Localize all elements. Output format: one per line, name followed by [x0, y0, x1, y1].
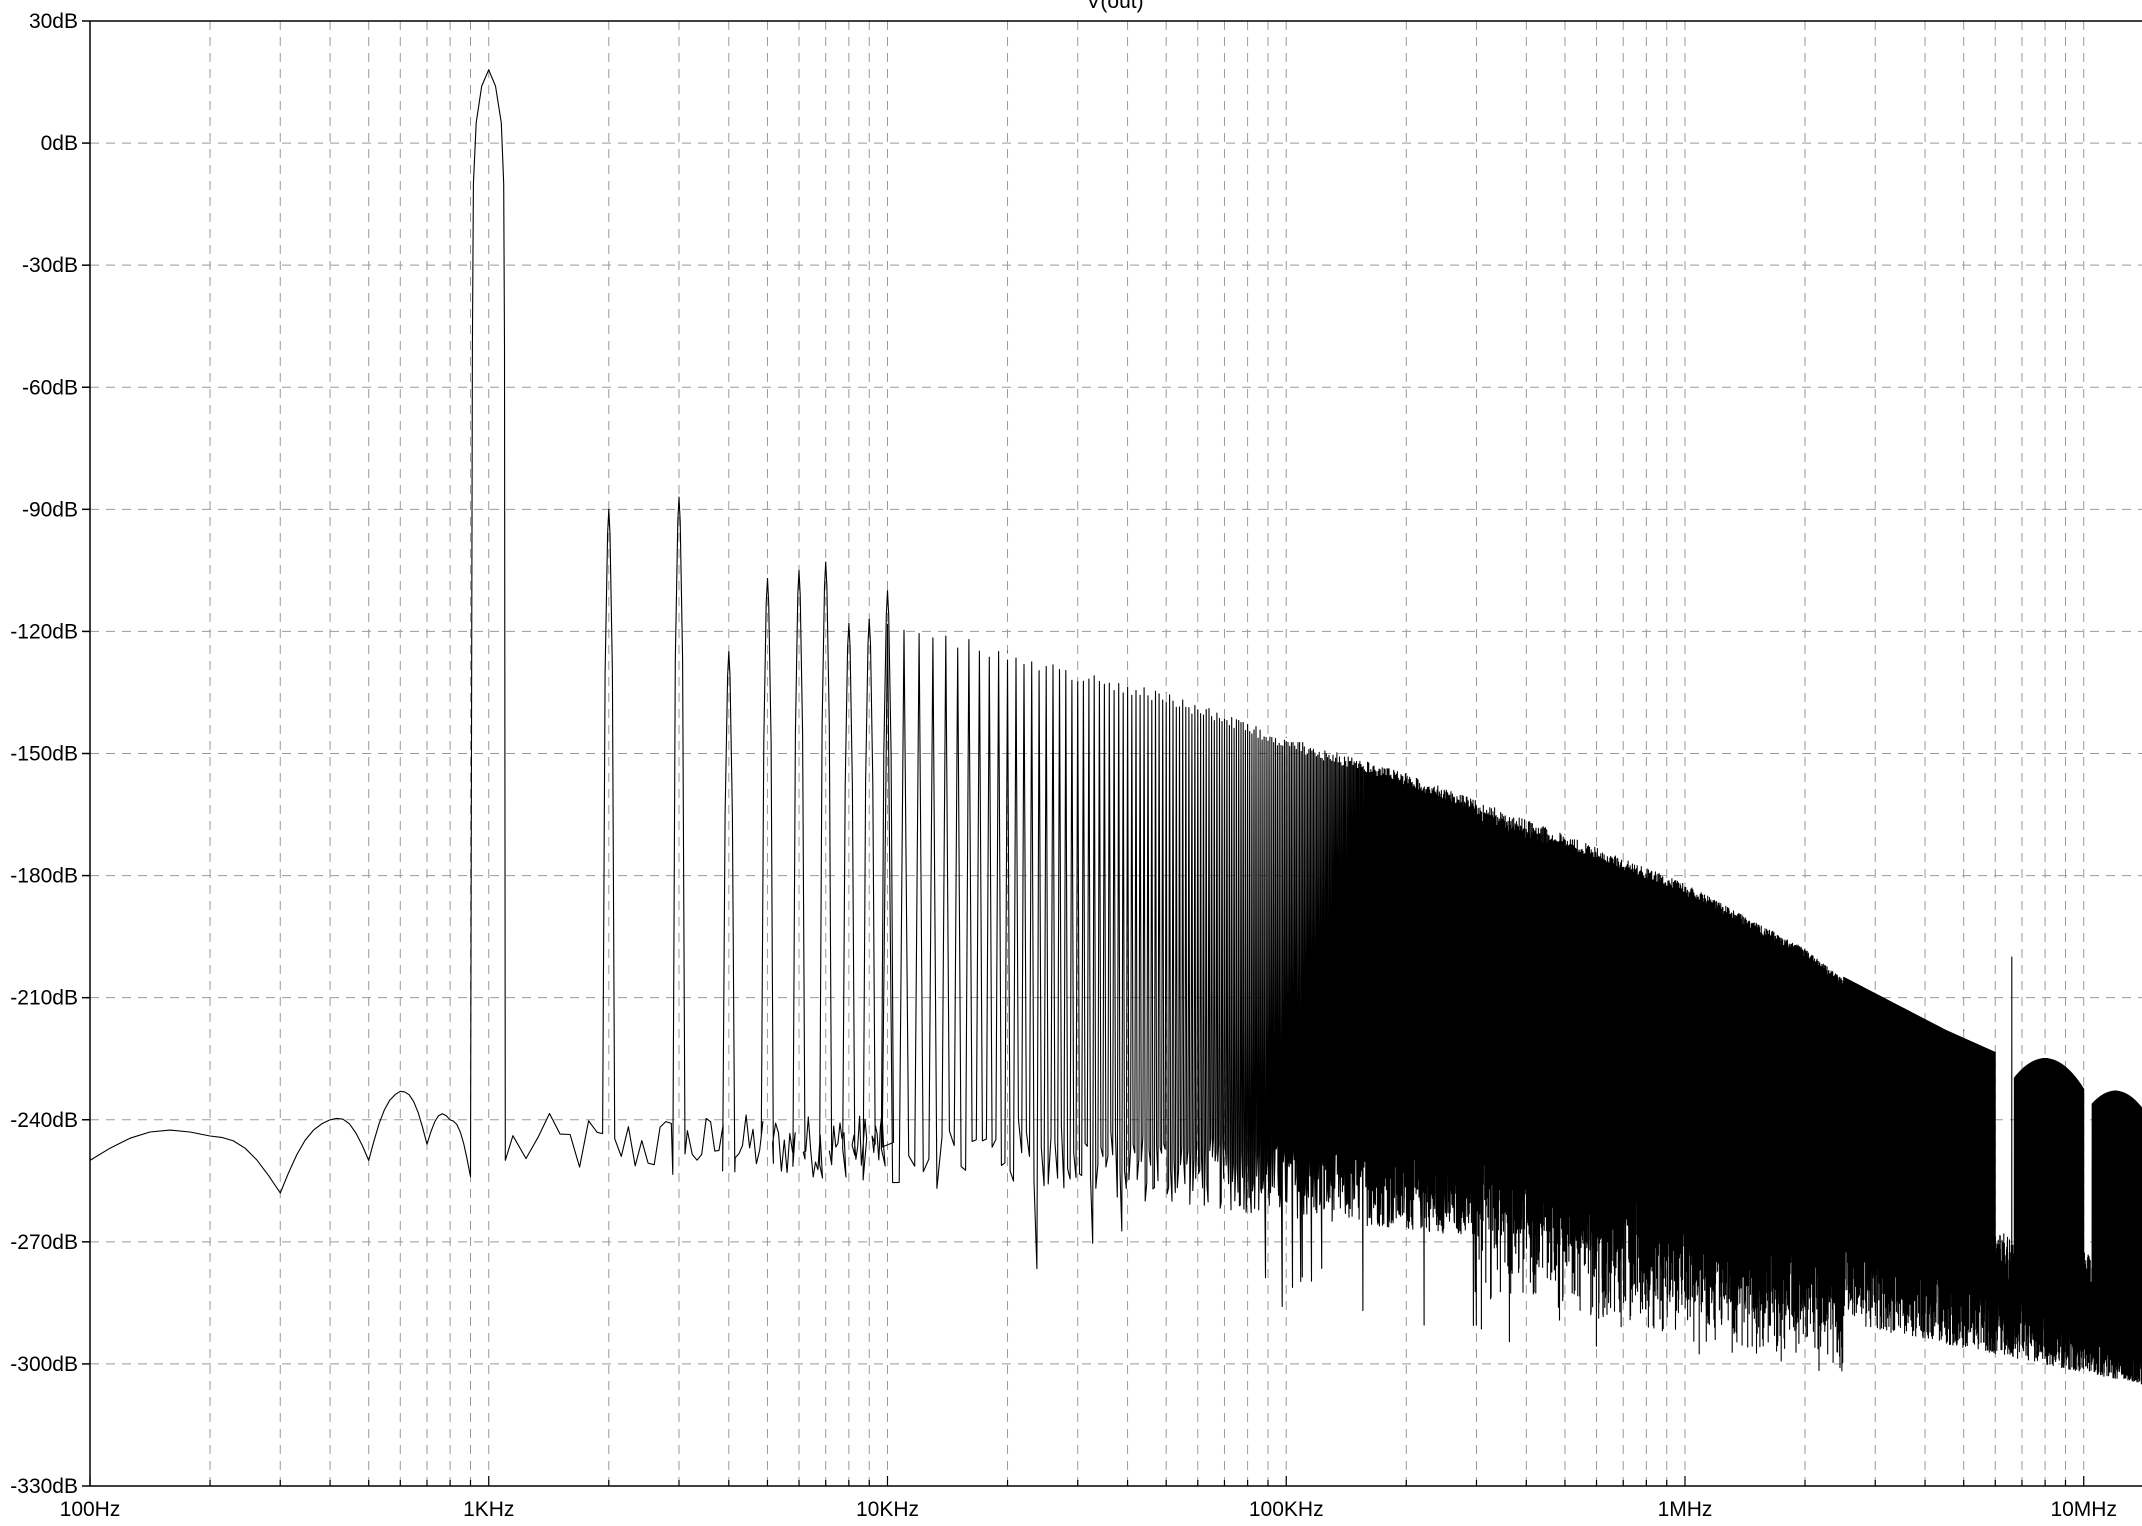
x-tick-label: 1KHz [463, 1498, 514, 1521]
harmonic-peak-point [728, 651, 730, 653]
harmonic-peak-point [798, 569, 800, 571]
y-tick-label: -240dB [10, 1109, 78, 1132]
y-tick-label: -270dB [10, 1231, 78, 1254]
harmonic-peak-point [1405, 773, 1407, 775]
harmonic-peak-point [848, 622, 850, 624]
chart-title: V(out) [1086, 0, 1143, 13]
x-tick-label: 10KHz [856, 1498, 919, 1521]
y-tick-label: 0dB [41, 132, 78, 155]
y-tick-label: -120dB [10, 620, 78, 643]
y-tick-label: -30dB [22, 254, 78, 277]
harmonic-peak-point [608, 508, 610, 510]
harmonic-peak-point [1684, 883, 1686, 885]
y-tick-label: -90dB [22, 498, 78, 521]
y-tick-label: -300dB [10, 1353, 78, 1376]
y-tick-label: 30dB [29, 10, 78, 33]
harmonic-peak-point [766, 578, 768, 580]
trace-layer [89, 69, 2142, 1385]
harmonic-peak-point [825, 561, 827, 563]
harmonic-peak-point [1007, 651, 1009, 653]
harmonic-peak-point [868, 618, 870, 620]
x-tick-label: 100KHz [1249, 1498, 1324, 1521]
spectrum-trace [89, 69, 2142, 1385]
harmonic-peak-point [1963, 1029, 1965, 1031]
harmonic-peak-point [1564, 834, 1566, 836]
x-tick-label: 10MHz [2050, 1498, 2117, 1521]
y-tick-label: -330dB [10, 1475, 78, 1498]
harmonic-peak-point [1285, 736, 1287, 738]
harmonic-peak-point [1165, 691, 1167, 693]
y-tick-label: -210dB [10, 987, 78, 1010]
harmonic-peak-point [678, 496, 680, 498]
y-tick-label: -60dB [22, 376, 78, 399]
y-tick-label: -180dB [10, 865, 78, 888]
harmonic-peak-point [1874, 1005, 1876, 1007]
axes: 30dB 0dB -30dB -60dB -90dB -120dB -150dB -180dB… [10, 10, 2142, 1521]
harmonic-peak-point [886, 590, 888, 592]
harmonic-peak-point [1804, 948, 1806, 950]
x-tick-label: 100Hz [60, 1498, 121, 1521]
y-tick-label: -150dB [10, 743, 78, 766]
x-tick-label: 1MHz [1658, 1498, 1713, 1521]
fundamental-peak-point [488, 69, 490, 71]
